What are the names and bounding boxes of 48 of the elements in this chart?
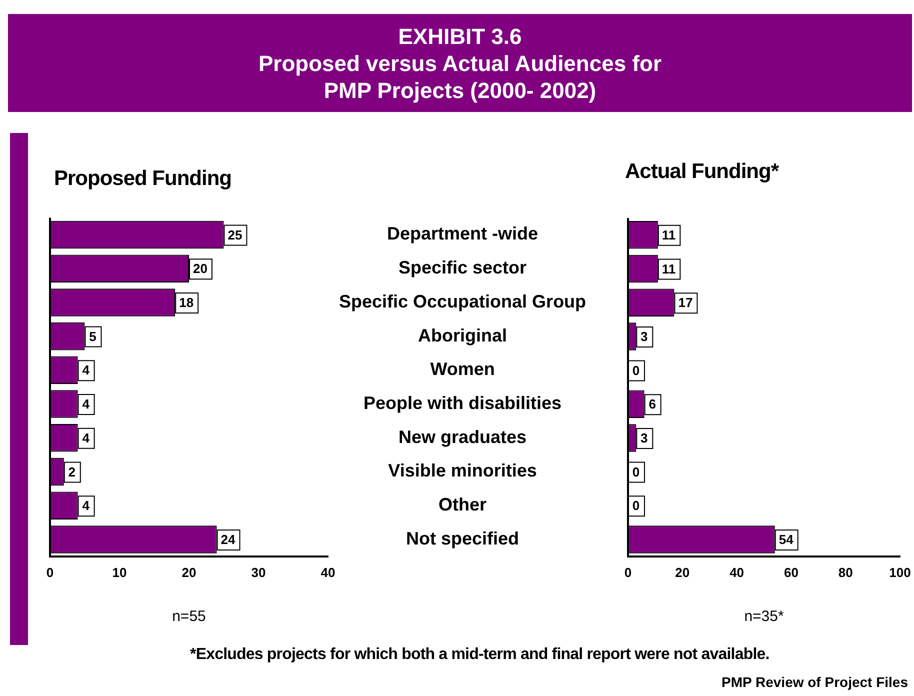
y-tick-label: Specific Occupational Group [339, 291, 586, 312]
data-label: 11 [662, 228, 676, 242]
x-tick-label: 0 [624, 564, 632, 580]
data-label: 4 [82, 396, 90, 412]
x-tick-label: 100 [889, 564, 911, 580]
y-tick-label: Other [438, 494, 487, 515]
data-label: 18 [179, 295, 194, 310]
data-label: 2 [68, 464, 76, 480]
y-tick-label: Specific sector [398, 258, 527, 278]
data-label: 4 [82, 430, 90, 446]
text: PMP Review of Project Files [722, 674, 908, 690]
data-label: 4 [82, 362, 90, 378]
data-label: 17 [678, 295, 693, 310]
data-label: 0 [632, 464, 640, 480]
data-label: 25 [228, 227, 242, 242]
text: EXHIBIT 3.6 Proposed versus Actual Audiences for PMP Projects (2000- 2002) [8, 14, 912, 112]
data-label: 6 [648, 396, 656, 412]
x-tick-label: 10 [112, 564, 127, 580]
x-tick-label: 0 [46, 564, 54, 580]
text: n=35* [743, 608, 785, 625]
data-label: 0 [632, 498, 640, 514]
y-tick-label: Not specified [406, 528, 520, 548]
y-tick-label: People with disabilities [364, 393, 562, 413]
x-tick-label: 40 [320, 564, 336, 580]
chart-title: Actual Funding* [625, 160, 778, 184]
x-tick-label: 20 [675, 564, 690, 580]
y-tick-label: Women [430, 359, 495, 380]
x-tick-label: 30 [251, 564, 266, 580]
y-tick-label: Visible minorities [388, 460, 537, 481]
data-label: 54 [778, 532, 794, 548]
x-tick-label: 80 [838, 564, 853, 580]
data-label: 0 [632, 362, 640, 378]
data-label: 20 [192, 261, 208, 276]
x-tick-label: 20 [182, 564, 196, 580]
data-label: 3 [640, 430, 648, 446]
y-tick-label: New graduates [398, 426, 527, 447]
text: n=55 [171, 608, 207, 625]
data-label: 11 [662, 261, 676, 276]
x-tick-label: 40 [730, 564, 744, 580]
data-label: 5 [89, 328, 96, 344]
chart-subtitle: Proposed Funding [54, 167, 232, 191]
y-tick-label: Aboriginal [418, 325, 508, 346]
data-label: 4 [82, 498, 90, 514]
y-tick-label: Department -wide [387, 224, 538, 244]
text: *Excludes projects for which both a mid-term and final report were not available. [190, 646, 770, 664]
data-label: 24 [220, 532, 236, 548]
x-tick-label: 60 [784, 564, 798, 580]
data-label: 3 [640, 329, 648, 344]
